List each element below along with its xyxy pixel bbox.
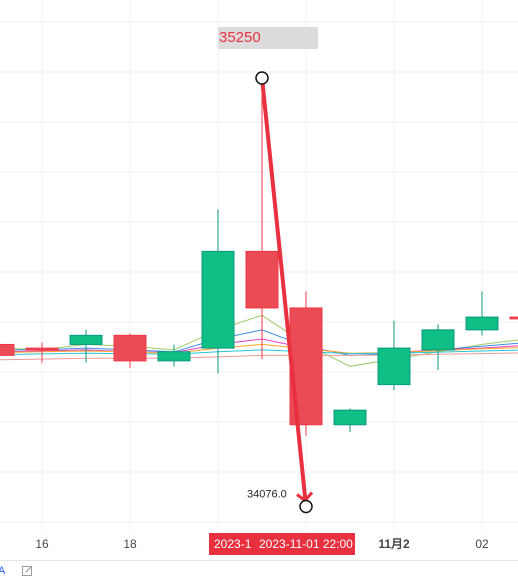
candle-body xyxy=(245,250,279,309)
chart-footer: A xyxy=(0,560,518,581)
measure-line[interactable] xyxy=(260,76,307,499)
edit-icon[interactable] xyxy=(22,565,33,579)
time-highlight-left-label: 2023-1 xyxy=(214,537,252,551)
time-axis[interactable]: 16 18 11月2 02 xyxy=(35,537,489,551)
candle-body xyxy=(465,316,499,331)
time-tick-label: 18 xyxy=(123,537,137,551)
time-highlight-right-label: 2023-11-01 22:00 xyxy=(259,537,353,551)
ma-line-6 xyxy=(0,352,518,361)
time-tick-label: 16 xyxy=(35,537,49,551)
candle-body xyxy=(157,351,191,362)
a-icon[interactable]: A xyxy=(0,565,6,577)
candles xyxy=(0,79,518,436)
candle-body xyxy=(0,343,15,356)
time-axis-highlight: 2023-1 2023-11-01 22:00 xyxy=(209,533,355,555)
candle-body xyxy=(421,329,455,351)
high-price-label: 35250 xyxy=(219,29,261,46)
candle-body xyxy=(509,316,518,320)
candle-body xyxy=(333,409,367,426)
chart-area[interactable]: 35250 34076.0 16 18 11月2 02 2023-1 2023-11-… xyxy=(0,0,518,560)
measure-handle-bottom[interactable] xyxy=(299,499,313,514)
high-price-label-bg xyxy=(218,27,318,49)
measure-handle-top[interactable] xyxy=(255,71,269,85)
candle-body xyxy=(113,334,147,362)
candle-body xyxy=(201,250,235,349)
candle-body xyxy=(25,347,59,351)
measure-tool[interactable]: 35250 34076.0 xyxy=(218,27,318,514)
time-tick-label: 11月2 xyxy=(378,537,410,551)
time-highlight-bg xyxy=(209,533,355,555)
candle-body xyxy=(69,334,103,345)
low-price-label: 34076.0 xyxy=(247,489,287,501)
candle-body xyxy=(377,347,411,386)
time-tick-label: 02 xyxy=(475,537,489,551)
